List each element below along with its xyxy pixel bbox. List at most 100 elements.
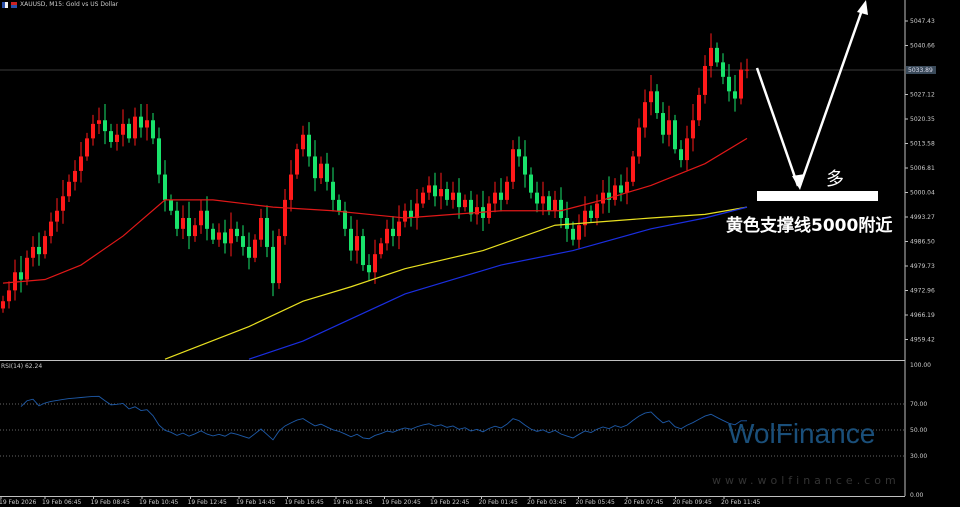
candle-bear (247, 246, 251, 258)
candle-bull (403, 210, 407, 222)
candle-bear (163, 174, 167, 200)
candle-bull (13, 272, 17, 291)
price-tick-label: 4966.19 (910, 312, 935, 319)
price-tick-label: 4986.50 (910, 239, 935, 246)
candle-bull (73, 170, 77, 182)
candle-bull (553, 199, 557, 211)
time-tick-label: 20 Feb 01:45 (479, 499, 519, 506)
candle-bear (433, 185, 437, 197)
time-tick-label: 20 Feb 03:45 (527, 499, 567, 506)
candle-bull (541, 196, 545, 204)
candle-bull (511, 149, 515, 182)
support-zone-bar (757, 191, 878, 201)
candle-bear (517, 149, 521, 157)
candle-bear (529, 174, 533, 193)
price-tick-label: 5020.35 (910, 116, 935, 123)
time-tick-label: 19 Feb 16:45 (285, 499, 325, 506)
price-tick-label: 5000.04 (910, 190, 935, 197)
candle-bear (589, 210, 593, 218)
price-tick-label: 5047.43 (910, 18, 935, 25)
time-tick-label: 19 Feb 22:45 (430, 499, 470, 506)
up-arrow-line (798, 9, 864, 187)
candle-bull (217, 232, 221, 240)
price-tick-label: 4993.27 (910, 214, 935, 221)
rsi-label: RSI(14) 62.24 (1, 363, 43, 370)
moving-average-ma_mid (164, 206, 748, 360)
candle-bull (7, 290, 11, 302)
candle-bear (271, 246, 275, 284)
candle-bear (307, 134, 311, 157)
time-tick-label: 19 Feb 2026 (0, 499, 37, 506)
candle-bull (667, 120, 671, 135)
candle-bull (115, 134, 119, 142)
rsi-tick-label: 0.00 (910, 492, 924, 499)
candle-bear (169, 199, 173, 211)
candle-bull (289, 174, 293, 200)
candle-bear (175, 210, 179, 229)
price-tick-label: 5040.66 (910, 42, 935, 49)
candle-bear (127, 123, 131, 139)
candle-bull (595, 203, 599, 218)
rsi-tick-label: 70.00 (910, 401, 927, 408)
candle-bear (721, 62, 725, 77)
candle-bear (619, 185, 623, 193)
candle-bull (601, 192, 605, 204)
candle-bull (49, 221, 53, 237)
current-price-badge (906, 65, 936, 74)
candle-bear (241, 236, 245, 247)
time-tick-label: 19 Feb 18:45 (333, 499, 373, 506)
candle-bear (565, 217, 569, 229)
candle-bear (409, 210, 413, 218)
time-tick-label: 20 Feb 11:45 (721, 499, 761, 506)
current-price-label: 5033.89 (908, 67, 933, 74)
candle-bull (259, 217, 263, 240)
candle-bull (577, 225, 581, 240)
candle-bull (583, 210, 587, 226)
candle-bull (631, 156, 635, 182)
candle-bull (637, 127, 641, 157)
candle-bear (157, 138, 161, 175)
candle-bull (61, 196, 65, 211)
candle-bear (457, 192, 461, 208)
candle-bear (139, 116, 143, 128)
candle-bull (385, 228, 389, 244)
candle-bear (391, 228, 395, 237)
candle-bull (745, 69, 749, 71)
down-arrow-line (755, 67, 800, 187)
time-tick-label: 20 Feb 09:45 (673, 499, 713, 506)
candle-bear (661, 113, 665, 135)
candle-bear (331, 181, 335, 200)
up-arrowhead-icon (857, 0, 868, 15)
moving-average-ma_slow (248, 206, 748, 360)
candle-bear (109, 131, 113, 142)
candle-bull (181, 217, 185, 229)
rsi-tick-label: 100.00 (910, 362, 931, 369)
candle-bear (313, 156, 317, 179)
time-tick-label: 19 Feb 20:45 (382, 499, 422, 506)
time-tick-label: 19 Feb 14:45 (236, 499, 276, 506)
candle-bull (427, 185, 431, 193)
candle-bull (691, 120, 695, 139)
candle-bear (523, 156, 527, 175)
candle-bull (709, 47, 713, 66)
candle-bull (625, 181, 629, 193)
candle-bear (211, 228, 215, 240)
candle-bear (325, 163, 329, 182)
watermark-url: www.wolfinance.com (712, 474, 900, 487)
candle-bull (79, 156, 83, 171)
candle-bear (361, 236, 365, 266)
support-annotation: 黄色支撑线5000附近 (726, 216, 893, 236)
candle-bull (121, 123, 125, 135)
candle-bull (505, 181, 509, 200)
candle-bull (97, 120, 101, 124)
candle-bear (343, 210, 347, 229)
candle-bull (133, 116, 137, 139)
candle-bull (613, 185, 617, 200)
candle-bull (295, 149, 299, 175)
candle-bull (703, 65, 707, 95)
candle-bull (493, 192, 497, 204)
time-tick-label: 19 Feb 06:45 (42, 499, 82, 506)
time-tick-label: 20 Feb 05:45 (576, 499, 616, 506)
candle-bear (445, 189, 449, 200)
